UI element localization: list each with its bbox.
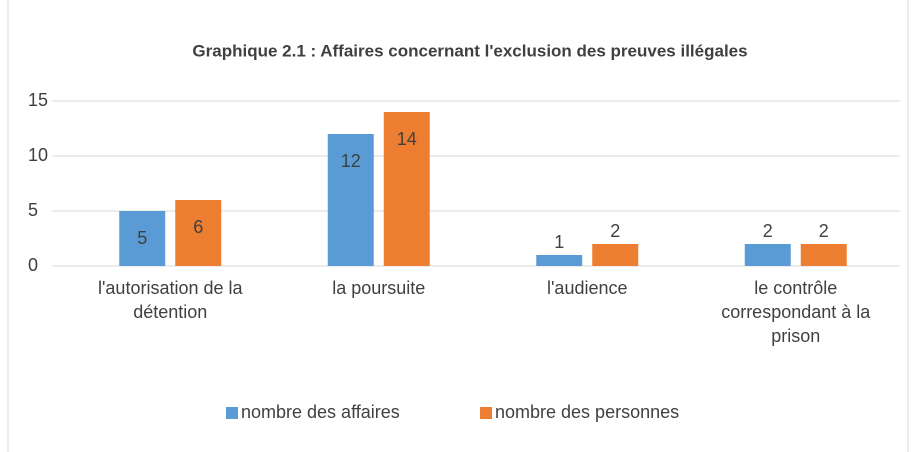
y-tick-label: 10: [28, 145, 48, 165]
legend-swatch: [226, 407, 238, 419]
legend-label: nombre des personnes: [495, 402, 679, 422]
x-tick-label: l'audience: [547, 278, 628, 298]
bar: [119, 211, 166, 266]
x-tick-label-box: la poursuite: [332, 278, 426, 298]
data-label: 1: [554, 232, 564, 252]
legend-swatch: [480, 407, 492, 419]
data-label: 2: [610, 221, 620, 241]
x-tick-label: l'autorisation de la détention: [97, 278, 243, 322]
x-tick-label-box: l'audience: [547, 278, 628, 298]
bar: [744, 244, 791, 266]
legend-label: nombre des affaires: [241, 402, 400, 422]
y-tick-label: 15: [28, 90, 48, 110]
data-label: 2: [763, 221, 773, 241]
y-tick-label: 0: [28, 255, 38, 275]
bar: [327, 134, 374, 266]
y-tick-label: 5: [28, 200, 38, 220]
x-tick-label-box: le contrôle correspondant à la prison: [721, 278, 871, 346]
data-label: 5: [137, 228, 147, 248]
x-tick-label: la poursuite: [332, 278, 426, 298]
bar: [592, 244, 639, 266]
bar: [536, 255, 583, 266]
data-label: 14: [397, 129, 417, 149]
bar: [383, 112, 430, 266]
chart-title: Graphique 2.1 : Affaires concernant l'ex…: [192, 41, 747, 60]
bar: [175, 200, 222, 266]
data-label: 2: [819, 221, 829, 241]
bar: [800, 244, 847, 266]
x-tick-label: le contrôle correspondant à la prison: [721, 278, 871, 346]
data-label: 6: [193, 217, 203, 237]
x-tick-label-box: l'autorisation de la détention: [97, 278, 243, 322]
data-label: 12: [341, 151, 361, 171]
